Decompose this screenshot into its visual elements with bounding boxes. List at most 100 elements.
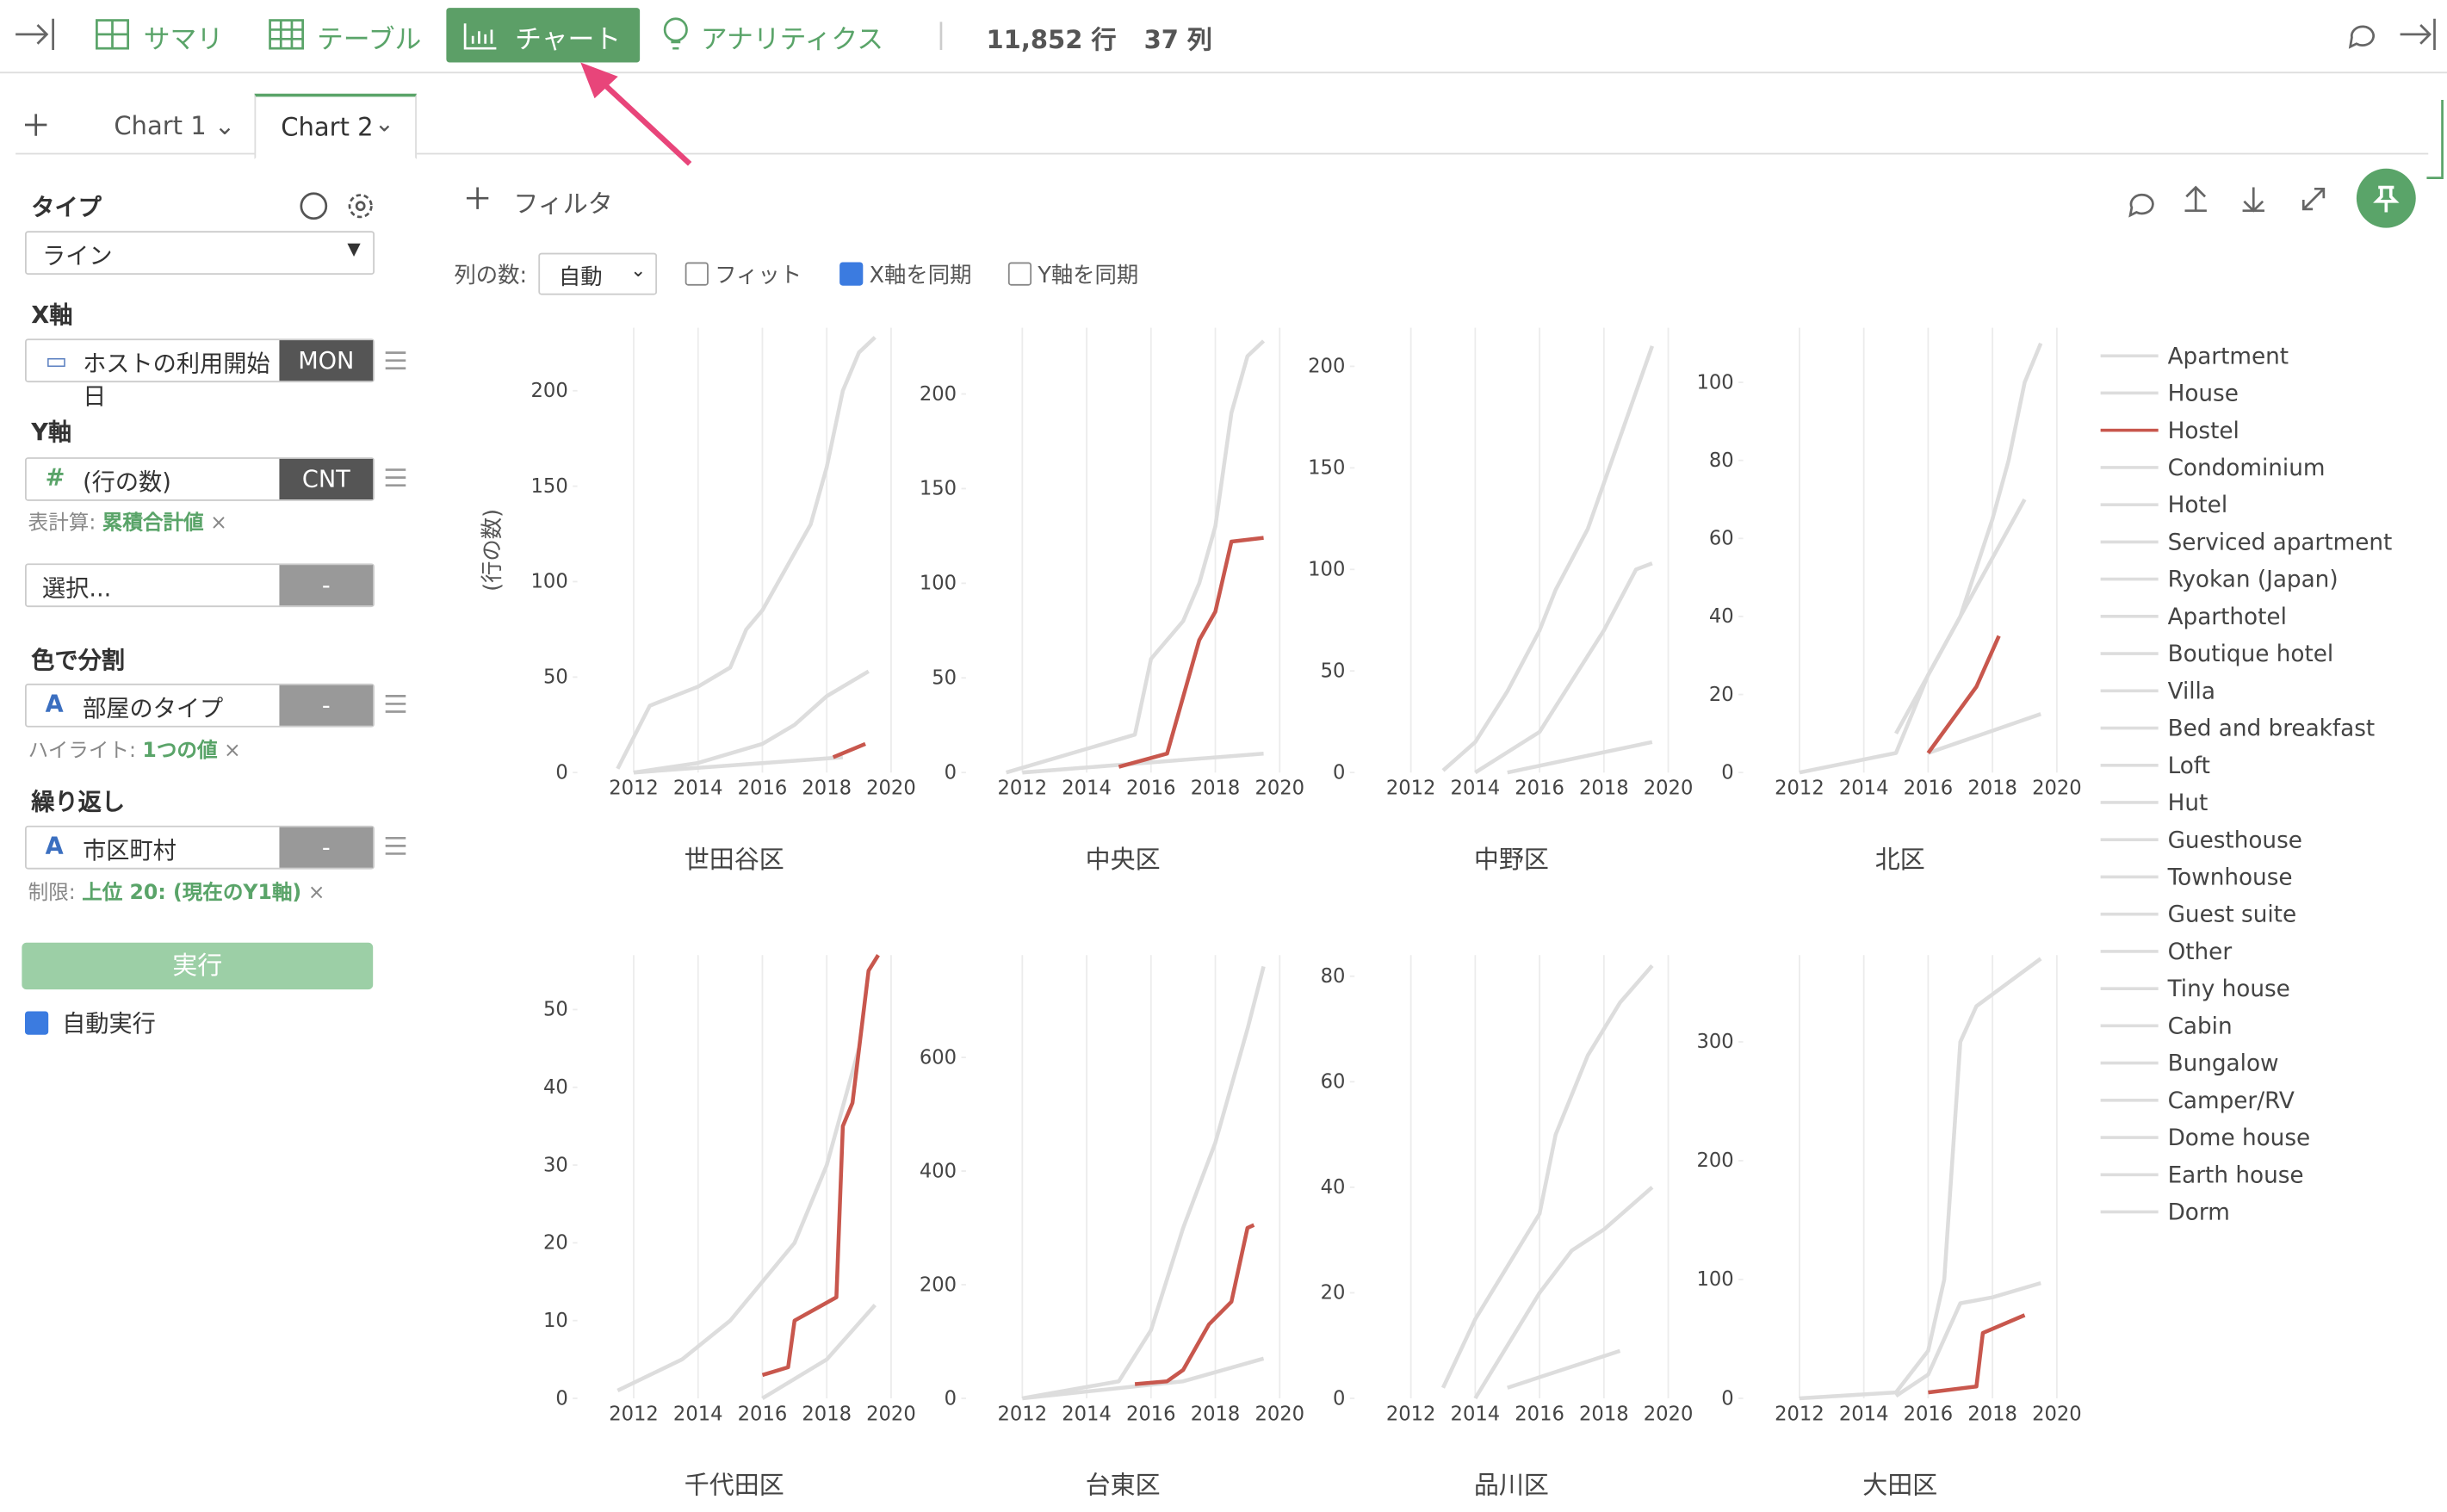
x-tick-label: 2014	[1451, 1403, 1501, 1425]
span: ⌄	[375, 108, 394, 138]
tab-active[interactable]: チャート	[446, 8, 641, 63]
y-tick-label: 40	[543, 1076, 568, 1099]
tab[interactable]: アナリティクス	[700, 25, 884, 57]
chart-tab-active[interactable]: Chart 2 ⌄	[254, 93, 417, 159]
y-tick-label: 50	[543, 666, 568, 689]
note-value[interactable]: 上位 20: (現在のY1軸)	[82, 882, 302, 906]
upload-icon[interactable]	[2184, 185, 2207, 213]
type-select[interactable]: ライン ▼	[25, 231, 375, 275]
filter-button[interactable]: フィルタ	[513, 189, 613, 219]
legend-label: Boutique hotel	[2168, 641, 2334, 667]
label: タイプ	[31, 193, 102, 222]
columns-select[interactable]: 自動 ⌄	[538, 252, 658, 295]
column-count: 37 列	[1143, 25, 1213, 55]
line	[1927, 712, 2041, 755]
x-tick-label: 2014	[1839, 1403, 1889, 1425]
aggregation[interactable]: -	[279, 685, 374, 726]
legend-label: Other	[2168, 939, 2233, 965]
run-button[interactable]: 実行	[22, 942, 374, 990]
y-tick-label: 30	[543, 1154, 568, 1176]
download-icon[interactable]	[2242, 187, 2264, 213]
y2-field[interactable]: 選択... -	[25, 563, 375, 608]
color-field[interactable]: A 部屋のタイプ -	[25, 683, 375, 728]
note-value[interactable]: 累積合計値	[102, 511, 204, 536]
y-tick-label: 100	[531, 571, 568, 593]
field: (行の数)	[83, 468, 171, 497]
legend-label: Apartment	[2168, 344, 2289, 369]
x-tick-label: 2012	[1386, 1403, 1436, 1425]
drag-handles[interactable]	[385, 351, 406, 855]
label: X軸	[31, 301, 73, 330]
pin-button[interactable]	[2356, 168, 2416, 228]
y-field[interactable]: # (行の数) CNT	[25, 457, 375, 501]
y-tick-label: 40	[1709, 605, 1734, 628]
label: 繰り返し	[31, 788, 126, 816]
panel: 2012 2014 2016 2018 2020 0 20 40 60 80 品川区	[1321, 955, 1693, 1500]
x-tick-label: 2012	[1386, 778, 1436, 800]
y-tick-label: 400	[920, 1160, 957, 1182]
panel: 2012 2014 2016 2018 2020 0 20 40 60 80 100 北区	[1696, 327, 2082, 874]
x-tick-label: 2018	[802, 1403, 852, 1425]
line	[1006, 339, 1266, 775]
legend-label: Hotel	[2168, 493, 2228, 518]
settings-icon[interactable]	[348, 194, 373, 219]
legend-label: Earth house	[2168, 1162, 2304, 1188]
y-tick-label: 10	[543, 1310, 568, 1332]
span: ▼	[347, 239, 361, 259]
add-chart-icon[interactable]	[25, 114, 47, 136]
panel-title: 中野区	[1474, 845, 1549, 874]
aggregation[interactable]: -	[279, 565, 374, 606]
field: 市区町村	[83, 836, 177, 865]
fullscreen-icon[interactable]	[2301, 187, 2326, 211]
tab[interactable]: テーブル	[316, 25, 422, 57]
repeat-field[interactable]: A 市区町村 -	[25, 825, 375, 870]
highlight-note: ハイライト: 1つの値 ×	[28, 740, 241, 764]
span: ▭	[45, 346, 68, 375]
y-tick-label: 50	[932, 667, 957, 690]
sync-y-checkbox[interactable]: Y軸を同期	[1007, 259, 1139, 290]
x-tick-label: 2018	[802, 778, 852, 800]
line	[1021, 965, 1266, 1401]
line	[1507, 740, 1653, 775]
g	[15, 17, 2444, 855]
legend-label: Bed and breakfast	[2168, 716, 2376, 742]
legend-label: Loft	[2168, 753, 2210, 779]
x-tick-label: 2018	[1191, 1403, 1241, 1425]
comment-icon[interactable]	[2128, 193, 2154, 218]
checkbox-label: Y軸を同期	[1038, 263, 1139, 289]
checkbox-label: 自動実行	[62, 1009, 156, 1038]
x-tick-label: 2020	[2032, 778, 2082, 800]
x-tick-label: 2016	[1515, 1403, 1564, 1425]
chart-tab-label: Chart 1	[114, 110, 207, 141]
tab[interactable]: サマリ	[143, 25, 224, 57]
chart-tab[interactable]: Chart 1 ⌄	[114, 110, 236, 141]
aggregation[interactable]: MON	[279, 340, 374, 381]
note-value[interactable]: 1つの値	[142, 740, 218, 764]
sync-x-checkbox[interactable]: X軸を同期	[839, 259, 971, 290]
help-icon[interactable]	[300, 192, 328, 220]
fit-checkbox[interactable]: フィット	[685, 259, 802, 290]
aggregation[interactable]: -	[279, 827, 374, 868]
x-field[interactable]: ▭ ホストの利用開始日 MON	[25, 338, 375, 411]
toolbar	[0, 0, 2447, 74]
legend-label: Ryokan (Japan)	[2168, 567, 2339, 593]
x-tick-label: 2016	[1904, 1403, 1954, 1425]
add-filter-icon[interactable]	[466, 187, 489, 209]
y-tick-label: 200	[531, 380, 568, 402]
y-tick-label: 0	[555, 1387, 567, 1410]
calc-note: 表計算: 累積合計値 ×	[28, 511, 227, 536]
y-tick-label: 600	[920, 1046, 957, 1069]
legend-label: Townhouse	[2167, 865, 2293, 891]
comment-icon[interactable]	[2348, 25, 2375, 49]
y-tick-label: 150	[1308, 457, 1345, 480]
y-tick-label: 300	[1696, 1031, 1733, 1053]
y-tick-label: 80	[1709, 449, 1734, 472]
line	[1926, 635, 2001, 754]
label: 色で分割	[31, 646, 126, 674]
aggregation[interactable]: CNT	[279, 458, 374, 499]
collapse-icon[interactable]	[15, 18, 54, 50]
auto-run[interactable]: 自動実行	[25, 1007, 156, 1039]
expand-icon[interactable]	[2400, 18, 2436, 50]
label: Y軸	[31, 418, 72, 447]
